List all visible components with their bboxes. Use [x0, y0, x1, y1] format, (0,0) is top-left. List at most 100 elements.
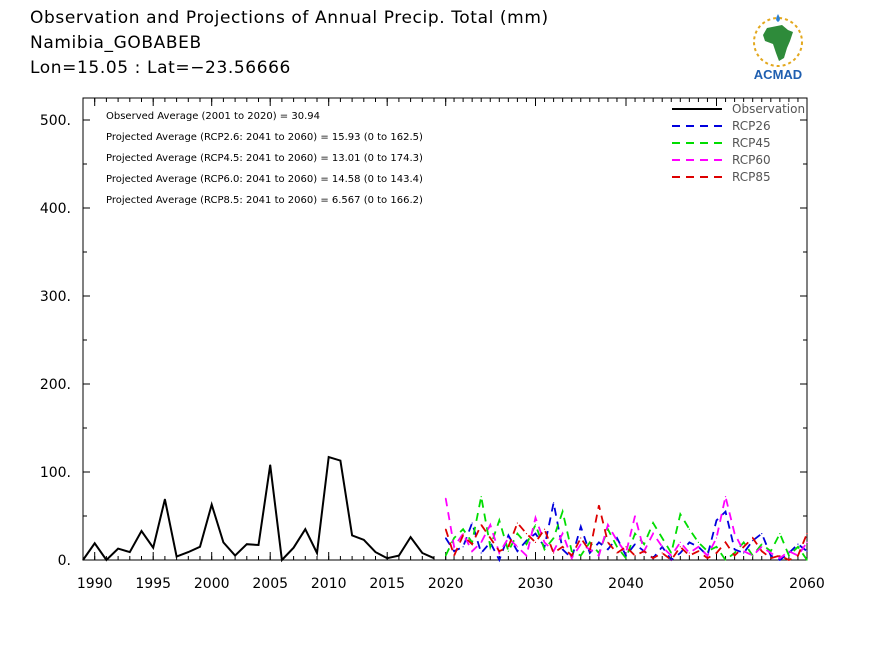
data-point-rcp85 — [661, 552, 663, 554]
x-tick-label: 2040 — [608, 576, 644, 592]
data-point-observation — [176, 555, 178, 558]
data-point-rcp60 — [625, 552, 627, 554]
data-point-rcp26 — [752, 540, 754, 542]
data-point-rcp26 — [625, 555, 627, 557]
data-point-rcp85 — [462, 534, 464, 536]
data-point-rcp85 — [788, 559, 790, 561]
data-point-observation — [398, 555, 400, 557]
data-point-rcp60 — [661, 546, 663, 548]
data-point-rcp45 — [806, 559, 808, 561]
data-point-rcp26 — [562, 548, 564, 551]
data-point-rcp85 — [688, 555, 690, 557]
plot-frame — [82, 97, 808, 561]
data-point-rcp45 — [643, 543, 645, 545]
data-point-observation — [269, 464, 271, 466]
data-point-observation — [339, 459, 341, 462]
data-point-rcp85 — [797, 555, 799, 557]
data-point-rcp26 — [462, 546, 464, 548]
data-point-rcp85 — [697, 550, 700, 552]
data-point-rcp60 — [734, 533, 736, 535]
data-point-observation — [257, 544, 260, 546]
data-point-rcp60 — [779, 557, 781, 559]
africa-map-icon — [753, 14, 803, 67]
data-point-observation — [199, 546, 201, 548]
data-point-rcp60 — [480, 541, 482, 544]
data-point-rcp26 — [471, 522, 473, 524]
data-point-rcp26 — [498, 559, 500, 561]
data-point-rcp60 — [715, 537, 718, 539]
series-line-rcp85 — [444, 505, 808, 562]
data-point-rcp60 — [697, 546, 700, 548]
legend-label-observation: Observation — [732, 102, 805, 116]
data-point-observation — [363, 539, 365, 541]
data-point-rcp45 — [688, 528, 690, 530]
data-point-rcp85 — [761, 550, 763, 552]
annotation-line: Observed Average (2001 to 2020) = 30.94 — [106, 111, 320, 122]
data-point-rcp45 — [625, 557, 627, 559]
data-point-rcp45 — [715, 546, 718, 548]
data-point-observation — [105, 559, 107, 561]
data-point-observation — [293, 547, 295, 549]
data-point-rcp45 — [743, 541, 745, 544]
data-point-observation — [234, 555, 236, 557]
station-name: Namibia_GOBABEB — [30, 33, 202, 53]
data-point-rcp45 — [670, 552, 672, 554]
data-point-rcp85 — [734, 555, 736, 557]
data-point-rcp26 — [679, 552, 681, 554]
data-point-rcp85 — [471, 543, 473, 545]
annotation-line: Projected Average (RCP4.5: 2041 to 2060)… — [106, 153, 423, 164]
data-point-rcp45 — [724, 559, 727, 561]
data-point-rcp85 — [670, 559, 672, 561]
data-point-rcp45 — [770, 550, 772, 552]
data-point-rcp60 — [498, 552, 500, 554]
data-point-rcp26 — [688, 541, 690, 544]
data-point-rcp45 — [616, 546, 618, 548]
data-point-rcp26 — [553, 502, 555, 504]
data-point-rcp45 — [571, 550, 573, 552]
data-point-rcp85 — [634, 555, 636, 557]
data-point-rcp45 — [553, 537, 555, 539]
data-point-rcp85 — [589, 550, 591, 552]
data-point-rcp60 — [525, 555, 528, 557]
data-point-rcp60 — [761, 546, 763, 548]
x-tick-label: 2030 — [518, 576, 554, 592]
data-point-observation — [211, 503, 213, 506]
data-point-rcp60 — [788, 550, 790, 552]
data-point-rcp60 — [688, 552, 690, 554]
data-point-rcp85 — [779, 555, 781, 557]
data-point-rcp60 — [543, 541, 546, 544]
annotation-line: Projected Average (RCP2.6: 2041 to 2060)… — [106, 132, 423, 143]
data-point-rcp26 — [480, 552, 482, 554]
data-point-rcp60 — [752, 555, 754, 557]
data-point-rcp60 — [616, 540, 618, 542]
data-point-rcp60 — [634, 515, 636, 517]
data-point-observation — [421, 552, 423, 554]
data-point-observation — [316, 552, 318, 554]
data-point-rcp45 — [580, 555, 582, 557]
data-point-rcp60 — [534, 517, 537, 519]
data-point-observation — [328, 456, 330, 458]
data-point-rcp26 — [797, 543, 799, 545]
data-point-rcp45 — [453, 537, 455, 539]
data-point-observation — [246, 543, 248, 545]
data-point-rcp60 — [580, 543, 582, 545]
data-point-observation — [117, 547, 119, 550]
data-point-observation — [129, 551, 131, 553]
data-point-rcp85 — [706, 557, 709, 559]
data-point-rcp60 — [571, 557, 573, 559]
annotation-line: Projected Average (RCP8.5: 2041 to 2060)… — [106, 195, 423, 206]
x-tick-label: 2020 — [428, 576, 464, 592]
data-point-rcp45 — [788, 555, 790, 557]
data-point-rcp26 — [445, 537, 447, 539]
data-point-rcp85 — [553, 552, 555, 554]
acmad-logo: ACMAD — [753, 14, 803, 82]
data-point-rcp45 — [652, 522, 654, 524]
data-point-rcp45 — [498, 519, 500, 522]
data-point-rcp45 — [525, 543, 528, 545]
data-point-rcp85 — [480, 524, 482, 526]
data-point-rcp60 — [743, 550, 745, 552]
data-point-rcp60 — [598, 555, 600, 557]
data-point-observation — [281, 559, 283, 561]
data-point-rcp85 — [770, 557, 772, 559]
